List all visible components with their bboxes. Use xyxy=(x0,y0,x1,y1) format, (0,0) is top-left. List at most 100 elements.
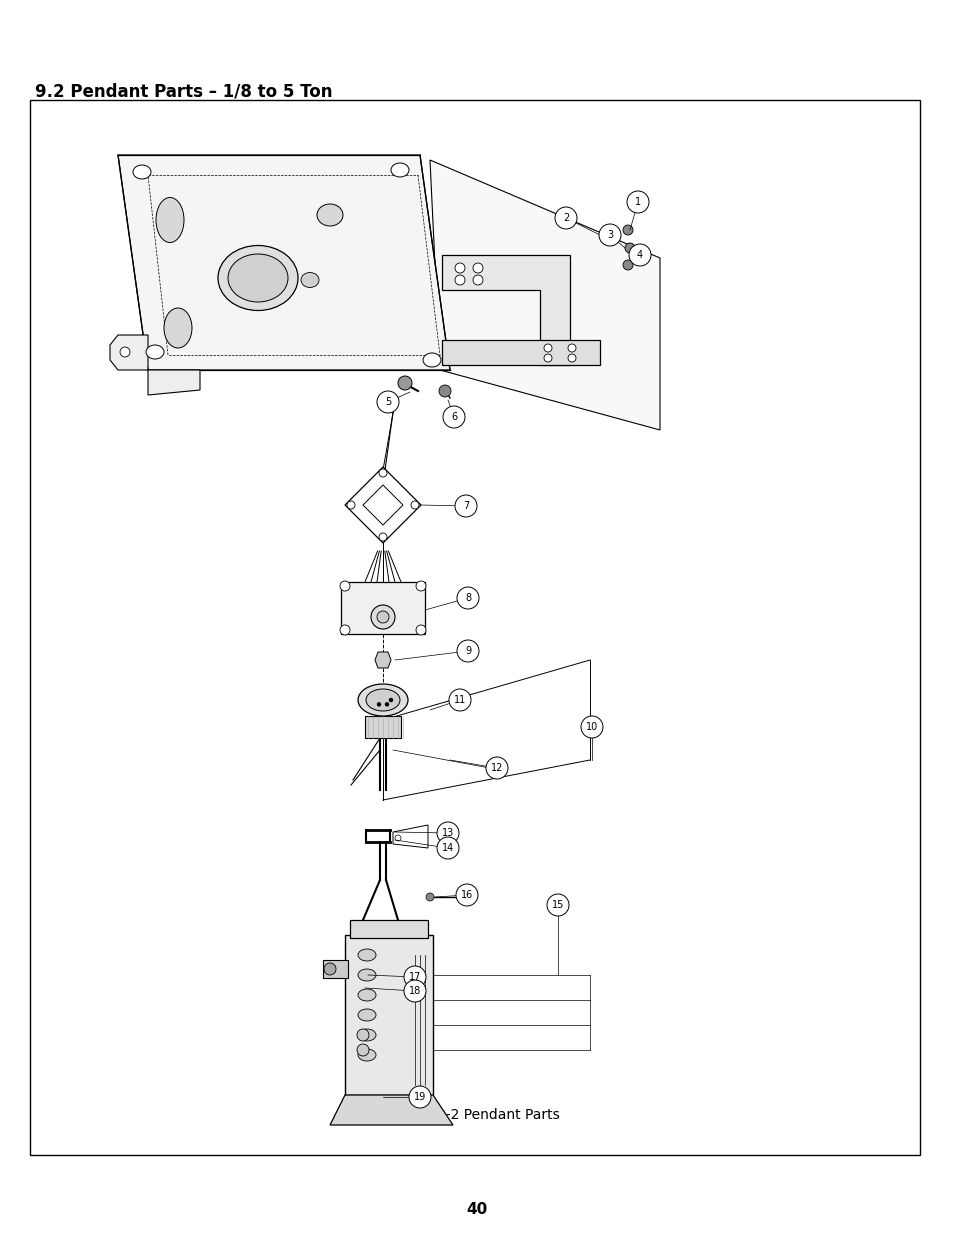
Text: 10: 10 xyxy=(585,722,598,732)
Ellipse shape xyxy=(357,989,375,1002)
Circle shape xyxy=(485,757,507,779)
Circle shape xyxy=(426,893,434,902)
Circle shape xyxy=(546,894,568,916)
Circle shape xyxy=(449,689,471,711)
Ellipse shape xyxy=(146,345,164,359)
Ellipse shape xyxy=(164,308,192,348)
Ellipse shape xyxy=(120,347,130,357)
Text: 11: 11 xyxy=(454,695,466,705)
Text: 15: 15 xyxy=(551,900,563,910)
Text: 18: 18 xyxy=(409,986,420,995)
Ellipse shape xyxy=(357,969,375,981)
Circle shape xyxy=(543,345,552,352)
Text: 14: 14 xyxy=(441,844,454,853)
Ellipse shape xyxy=(228,254,288,303)
Circle shape xyxy=(456,640,478,662)
Polygon shape xyxy=(330,1095,453,1125)
Ellipse shape xyxy=(357,1009,375,1021)
Text: 8: 8 xyxy=(464,593,471,603)
Polygon shape xyxy=(345,467,420,543)
Ellipse shape xyxy=(357,1049,375,1061)
Ellipse shape xyxy=(316,204,343,226)
Ellipse shape xyxy=(218,246,297,310)
Circle shape xyxy=(347,501,355,509)
Circle shape xyxy=(411,501,418,509)
Polygon shape xyxy=(430,161,659,430)
Text: 6: 6 xyxy=(451,412,456,422)
Circle shape xyxy=(628,245,650,266)
Text: 19: 19 xyxy=(414,1092,426,1102)
Circle shape xyxy=(555,207,577,228)
Bar xyxy=(30,100,919,1155)
Circle shape xyxy=(371,605,395,629)
Polygon shape xyxy=(441,340,599,366)
Circle shape xyxy=(626,191,648,212)
Text: 1: 1 xyxy=(635,198,640,207)
Circle shape xyxy=(455,263,464,273)
Circle shape xyxy=(473,263,482,273)
Text: 40: 40 xyxy=(466,1203,487,1218)
Text: 5: 5 xyxy=(384,396,391,408)
Circle shape xyxy=(324,963,335,974)
Bar xyxy=(345,935,433,1095)
Circle shape xyxy=(376,703,380,706)
Circle shape xyxy=(455,275,464,285)
Circle shape xyxy=(376,611,389,622)
Circle shape xyxy=(567,354,576,362)
Polygon shape xyxy=(118,156,450,370)
Circle shape xyxy=(376,391,398,412)
Circle shape xyxy=(473,275,482,285)
Circle shape xyxy=(622,261,633,270)
Text: 2: 2 xyxy=(562,212,569,224)
Circle shape xyxy=(389,698,393,701)
Text: 16: 16 xyxy=(460,890,473,900)
Polygon shape xyxy=(110,335,148,370)
Text: 9: 9 xyxy=(464,646,471,656)
Circle shape xyxy=(403,966,426,988)
Bar xyxy=(365,716,400,739)
Polygon shape xyxy=(393,825,428,848)
Ellipse shape xyxy=(422,353,440,367)
Circle shape xyxy=(416,580,426,592)
Bar xyxy=(350,920,428,939)
Circle shape xyxy=(356,1029,369,1041)
Polygon shape xyxy=(441,254,569,366)
Ellipse shape xyxy=(391,163,409,177)
Circle shape xyxy=(339,625,350,635)
Circle shape xyxy=(580,716,602,739)
Ellipse shape xyxy=(301,273,318,288)
Circle shape xyxy=(438,385,451,396)
Text: 13: 13 xyxy=(441,827,454,839)
Text: Figure 9-2 Pendant Parts: Figure 9-2 Pendant Parts xyxy=(390,1108,559,1123)
Text: 9.2 Pendant Parts – 1/8 to 5 Ton: 9.2 Pendant Parts – 1/8 to 5 Ton xyxy=(35,82,333,100)
Circle shape xyxy=(409,1086,431,1108)
Circle shape xyxy=(598,224,620,246)
Ellipse shape xyxy=(357,948,375,961)
Circle shape xyxy=(456,884,477,906)
Circle shape xyxy=(356,1044,369,1056)
Circle shape xyxy=(385,703,389,706)
Circle shape xyxy=(455,495,476,517)
Circle shape xyxy=(622,225,633,235)
Circle shape xyxy=(378,534,387,541)
Text: 7: 7 xyxy=(462,501,469,511)
Ellipse shape xyxy=(357,1029,375,1041)
Text: 12: 12 xyxy=(490,763,502,773)
Circle shape xyxy=(416,625,426,635)
Circle shape xyxy=(543,354,552,362)
Circle shape xyxy=(436,837,458,860)
Circle shape xyxy=(403,981,426,1002)
Polygon shape xyxy=(363,485,402,525)
Ellipse shape xyxy=(357,684,408,716)
Circle shape xyxy=(456,587,478,609)
Circle shape xyxy=(397,375,412,390)
Circle shape xyxy=(442,406,464,429)
Circle shape xyxy=(436,823,458,844)
Text: 4: 4 xyxy=(637,249,642,261)
Circle shape xyxy=(339,580,350,592)
Ellipse shape xyxy=(156,198,184,242)
Ellipse shape xyxy=(366,689,399,711)
Circle shape xyxy=(624,243,635,253)
Polygon shape xyxy=(148,370,200,395)
Polygon shape xyxy=(375,652,391,668)
